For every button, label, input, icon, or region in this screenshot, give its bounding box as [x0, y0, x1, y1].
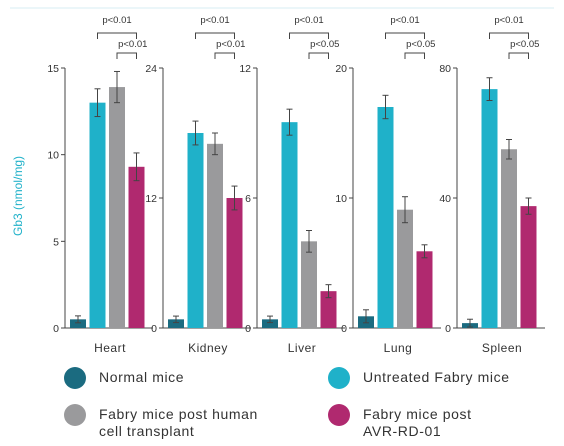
significance-label: p<0.01	[390, 15, 419, 26]
legend-swatch-human-transplant	[64, 404, 86, 426]
significance-bracket	[385, 32, 425, 39]
y-tick-label: 40	[439, 193, 451, 205]
significance-bracket	[489, 32, 529, 39]
significance-label: p<0.05	[510, 39, 539, 50]
legend-item-human-transplant: Fabry mice post human cell transplant	[64, 404, 258, 440]
y-tick-label: 12	[239, 63, 251, 75]
significance-label: p<0.01	[494, 15, 523, 26]
panel-heart: 0 5 10 15 Heart p<0.01 p<0.01	[47, 15, 153, 355]
y-axis-title: Gb3 (nmol/mg)	[11, 156, 25, 236]
y-tick-label: 10	[335, 193, 347, 205]
y-tick-label: 5	[53, 236, 59, 248]
bar-untreated	[377, 107, 394, 328]
significance-bracket	[308, 52, 329, 59]
bar-untreated	[89, 102, 106, 329]
legend-item-untreated: Untreated Fabry mice	[328, 367, 510, 389]
y-tick-label: 80	[439, 63, 451, 75]
significance-label: p<0.01	[200, 15, 229, 26]
bar-human-transplant	[501, 149, 517, 328]
significance-bracket	[508, 52, 529, 59]
bar-normal	[262, 319, 278, 328]
legend-item-avr: Fabry mice post AVR-RD-01	[328, 404, 472, 440]
bar-normal	[168, 319, 184, 328]
significance-label: p<0.01	[216, 39, 245, 50]
bar-human-transplant	[207, 143, 223, 328]
bar-untreated	[281, 122, 298, 329]
panel-spleen: 0 40 80 Spleen p<0.01 p<0.05	[439, 15, 545, 355]
y-tick-label: 0	[245, 323, 251, 335]
y-tick-label: 10	[47, 150, 59, 162]
bar-avr	[416, 251, 433, 328]
legend-item-normal: Normal mice	[64, 367, 184, 389]
y-tick-label: 6	[245, 193, 251, 205]
significance-label: p<0.01	[118, 39, 147, 50]
legend-label-avr: Fabry mice post AVR-RD-01	[363, 406, 472, 439]
bar-avr	[226, 198, 243, 328]
bar-untreated	[187, 133, 204, 328]
bar-human-transplant	[109, 87, 125, 328]
bar-human-transplant	[397, 209, 413, 328]
bar-normal	[70, 319, 86, 328]
panel-lung: 0 10 20 Lung p<0.01 p<0.05	[335, 15, 441, 355]
significance-bracket	[214, 52, 235, 59]
x-category-label: Liver	[288, 341, 317, 355]
y-tick-label: 0	[445, 323, 451, 335]
legend-swatch-avr	[328, 404, 350, 426]
significance-label: p<0.01	[294, 15, 323, 26]
significance-label: p<0.05	[406, 39, 435, 50]
panel-kidney: 0 12 24 Kidney p<0.01 p<0.01	[145, 15, 251, 355]
significance-bracket	[404, 52, 425, 59]
significance-bracket	[97, 32, 137, 39]
y-tick-label: 20	[335, 63, 347, 75]
significance-label: p<0.01	[102, 15, 131, 26]
legend-swatch-normal	[64, 367, 86, 389]
legend-label-untreated: Untreated Fabry mice	[363, 369, 510, 385]
y-tick-label: 24	[145, 63, 157, 75]
panel-liver: 0 6 12 Liver p<0.01 p<0.05	[239, 15, 345, 355]
legend-label-normal: Normal mice	[99, 369, 185, 385]
significance-bracket	[289, 32, 329, 39]
x-category-label: Spleen	[482, 341, 522, 355]
y-tick-label: 0	[151, 323, 157, 335]
legend: Normal mice Untreated Fabry mice Fabry m…	[0, 360, 564, 441]
y-tick-label: 0	[53, 323, 59, 335]
significance-bracket	[116, 52, 137, 59]
significance-label: p<0.05	[310, 39, 339, 50]
bar-avr	[320, 291, 337, 328]
bar-avr	[520, 206, 537, 328]
legend-swatch-untreated	[328, 367, 350, 389]
x-category-label: Heart	[94, 341, 126, 355]
x-category-label: Kidney	[188, 341, 228, 355]
legend-label-human-transplant: Fabry mice post human cell transplant	[99, 406, 258, 439]
bar-avr	[128, 166, 145, 328]
bar-untreated	[481, 89, 498, 328]
y-tick-label: 0	[341, 323, 347, 335]
significance-bracket	[195, 32, 235, 39]
bar-human-transplant	[301, 241, 317, 328]
x-category-label: Lung	[384, 341, 413, 355]
y-tick-label: 15	[47, 63, 59, 75]
y-tick-label: 12	[145, 193, 157, 205]
